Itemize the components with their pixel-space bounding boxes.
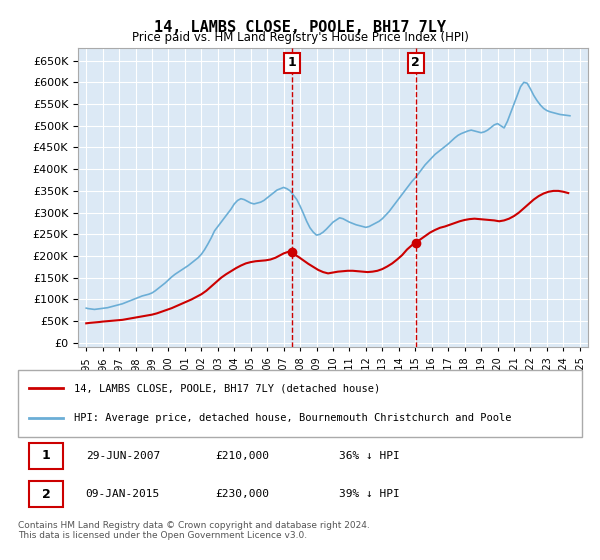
Text: 29-JUN-2007: 29-JUN-2007 [86,451,160,461]
Text: HPI: Average price, detached house, Bournemouth Christchurch and Poole: HPI: Average price, detached house, Bour… [74,413,512,423]
Text: 14, LAMBS CLOSE, POOLE, BH17 7LY (detached house): 14, LAMBS CLOSE, POOLE, BH17 7LY (detach… [74,384,380,394]
Text: 1: 1 [287,57,296,69]
Text: 36% ↓ HPI: 36% ↓ HPI [340,451,400,461]
Text: £210,000: £210,000 [215,451,269,461]
Text: 14, LAMBS CLOSE, POOLE, BH17 7LY: 14, LAMBS CLOSE, POOLE, BH17 7LY [154,20,446,35]
Text: 39% ↓ HPI: 39% ↓ HPI [340,489,400,499]
FancyBboxPatch shape [29,481,63,507]
Text: £230,000: £230,000 [215,489,269,499]
Text: 09-JAN-2015: 09-JAN-2015 [86,489,160,499]
Text: 1: 1 [42,449,50,462]
Text: 2: 2 [42,488,50,501]
Text: Contains HM Land Registry data © Crown copyright and database right 2024.
This d: Contains HM Land Registry data © Crown c… [18,521,370,540]
Text: Price paid vs. HM Land Registry's House Price Index (HPI): Price paid vs. HM Land Registry's House … [131,31,469,44]
FancyBboxPatch shape [18,370,582,437]
Text: 2: 2 [412,57,420,69]
FancyBboxPatch shape [29,442,63,469]
